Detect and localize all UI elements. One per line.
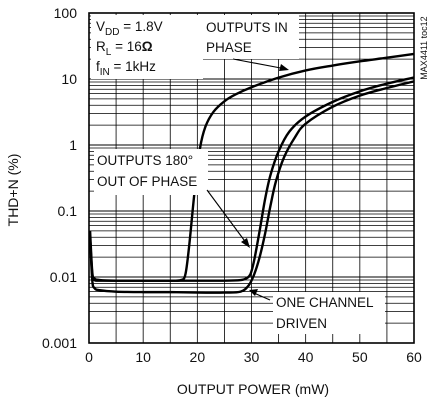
label-out-phase: OUT OF PHASE: [97, 174, 197, 189]
y-tick-label: 1: [69, 137, 77, 153]
label-in-phase: OUTPUTS IN: [206, 20, 288, 35]
arrowhead-one-channel: [249, 289, 258, 296]
x-axis-title: OUTPUT POWER (mW): [177, 381, 329, 397]
x-tick-label: 50: [352, 349, 368, 365]
leader-one-channel: [253, 292, 271, 301]
y-tick-label: 0.1: [58, 203, 78, 219]
arrowhead-out-phase: [241, 238, 250, 248]
series-line-out-phase: [88, 76, 415, 282]
condition-rl: RL = 16Ω: [96, 39, 153, 58]
y-axis-title: THD+N (%): [5, 154, 21, 227]
label-out-phase: OUTPUTS 180°: [97, 153, 193, 168]
side-label: MAX4411 toc12: [419, 16, 429, 79]
x-tick-label: 30: [244, 349, 260, 365]
y-tick-label: 100: [54, 5, 78, 21]
x-tick-label: 0: [85, 349, 93, 365]
label-box-in-phase: [203, 15, 299, 59]
series-layer: [88, 52, 415, 294]
label-box-out-phase: [94, 149, 208, 195]
label-box-one-channel: [273, 292, 385, 334]
leader-out-phase: [206, 189, 248, 245]
label-one-channel: DRIVEN: [276, 316, 327, 331]
tick-label-layer: 0 10 20 30 40 50 60 0.001 0.01 0.1 1 10 100: [42, 5, 422, 365]
x-tick-label: 60: [406, 349, 422, 365]
condition-fin: fIN = 1kHz: [96, 59, 156, 78]
leader-in-phase: [232, 58, 287, 70]
arrowhead-in-phase: [279, 64, 289, 71]
series-line-one-channel: [88, 80, 415, 294]
label-in-phase: PHASE: [206, 40, 252, 55]
conditions-box: [91, 15, 203, 79]
plot-frame: [88, 12, 415, 344]
y-tick-label: 0.01: [50, 269, 77, 285]
x-tick-label: 10: [135, 349, 151, 365]
y-tick-label: 10: [61, 71, 77, 87]
condition-vdd: VDD = 1.8V: [96, 19, 163, 38]
x-tick-label: 40: [298, 349, 314, 365]
y-tick-label: 0.001: [42, 335, 77, 351]
label-one-channel: ONE CHANNEL: [276, 295, 374, 310]
x-tick-label: 20: [190, 349, 206, 365]
